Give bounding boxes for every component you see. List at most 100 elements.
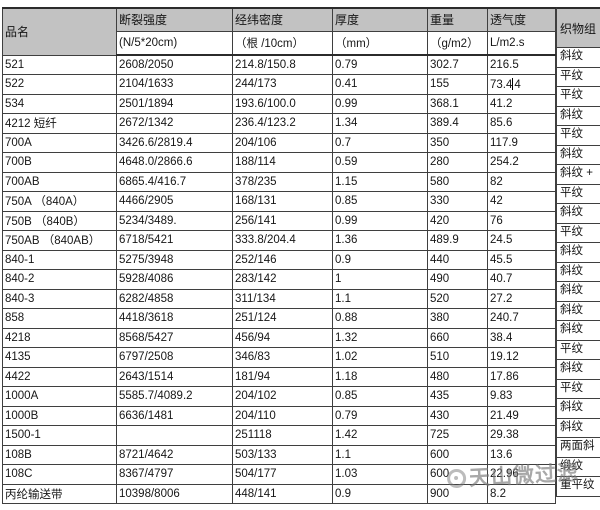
cell-name: 750A （840A）	[2, 191, 117, 212]
cell-permeability: 254.2	[487, 152, 556, 173]
cell-permeability: 19.12	[487, 347, 556, 368]
cell-weight: 380	[427, 308, 488, 329]
header-breaking-strength: 断裂强度	[116, 7, 233, 32]
cell-thickness: 1.03	[332, 464, 428, 485]
cell-density: 283/142	[232, 269, 333, 290]
table-header: 品名 断裂强度 经纬密度 厚度 重量 透气度 (N/5*20cm) （根 /10…	[2, 7, 556, 56]
cell-permeability: 38.4	[487, 327, 556, 348]
cell-strength: 5275/3948	[116, 249, 233, 270]
weave-column-strip: 织物组 斜纹 平纹 平纹 斜纹 平纹 斜纹 斜纹 + 平纹 斜纹 平纹 斜纹 斜纹 斜纹 斜纹 斜纹 平纹 斜纹…	[556, 7, 600, 497]
cell-permeability: 24.5	[487, 230, 556, 251]
table-row: 4135 6797/2508 346/83 1.02 510 19.12	[2, 347, 556, 368]
cell-name: 750B （840B）	[2, 210, 117, 231]
cell-name: 700A	[2, 132, 117, 153]
cell-density: 346/83	[232, 347, 333, 368]
cell-weave: 斜纹	[556, 282, 600, 302]
cell-density: 236.4/123.2	[232, 113, 333, 134]
cell-thickness: 0.99	[332, 93, 428, 114]
cell-density: 504/177	[232, 464, 333, 485]
cell-weave: 平纹	[556, 184, 600, 204]
cell-permeability: 40.7	[487, 269, 556, 290]
cell-weight: 490	[427, 269, 488, 290]
table-row: 534 2501/1894 193.6/100.0 0.99 368.1 41.2	[2, 93, 556, 114]
cell-density: 456/94	[232, 327, 333, 348]
cell-name: 858	[2, 308, 117, 329]
cell-strength: 6797/2508	[116, 347, 233, 368]
cell-strength: 8367/4797	[116, 464, 233, 485]
header-breaking-strength-unit: (N/5*20cm)	[116, 30, 233, 56]
cell-weave: 重平纹	[556, 477, 600, 497]
table-row: 1000B 6636/1481 204/110 0.79 430 21.49	[2, 405, 556, 426]
cell-name: 4135	[2, 347, 117, 368]
cell-strength: 5928/4086	[116, 269, 233, 290]
cell-weave: 斜纹 +	[556, 165, 600, 185]
cell-strength: 3426.6/2819.4	[116, 132, 233, 153]
cell-name: 4212 短纤	[2, 113, 117, 134]
cell-density: 204/110	[232, 405, 333, 426]
cell-weave: 斜纹	[556, 145, 600, 165]
cell-name: 840-1	[2, 249, 117, 270]
cell-weight: 725	[427, 425, 488, 446]
cell-thickness: 0.9	[332, 249, 428, 270]
cell-permeability: 27.2	[487, 288, 556, 309]
cell-density: 251118	[232, 425, 333, 446]
cell-name: 4218	[2, 327, 117, 348]
text-cursor	[512, 77, 514, 90]
header-warp-weft-density-unit: （根 /10cm）	[232, 30, 333, 56]
cell-permeability: 22.96	[487, 464, 556, 485]
fabric-spec-table: 品名 断裂强度 经纬密度 厚度 重量 透气度 (N/5*20cm) （根 /10…	[2, 7, 556, 504]
cell-permeability: 21.49	[487, 405, 556, 426]
cell-thickness: 1	[332, 269, 428, 290]
cell-strength: 6718/5421	[116, 230, 233, 251]
cell-weight: 489.9	[427, 230, 488, 251]
cell-permeability: 45.5	[487, 249, 556, 270]
cell-weave: 平纹	[556, 87, 600, 107]
cell-thickness: 1.15	[332, 171, 428, 192]
cell-weight: 435	[427, 386, 488, 407]
cell-name: 522	[2, 74, 117, 95]
table-row: 108B 8721/4642 503/133 1.1 600 13.6	[2, 444, 556, 465]
cell-weight: 600	[427, 464, 488, 485]
header-thickness-unit: （mm）	[332, 30, 428, 56]
cell-weight: 520	[427, 288, 488, 309]
table-row: 1000A 5585.7/4089.2 204/102 0.85 435 9.83	[2, 386, 556, 407]
cell-permeability: 42	[487, 191, 556, 212]
cell-thickness: 1.1	[332, 444, 428, 465]
cell-strength: 2643/1514	[116, 366, 233, 387]
cell-weave: 缎纹	[556, 457, 600, 477]
cell-permeability: 41.2	[487, 93, 556, 114]
cell-weight: 368.1	[427, 93, 488, 114]
header-weave-type: 织物组	[556, 7, 600, 48]
table-row: 700B 4648.0/2866.6 188/114 0.59 280 254.2	[2, 152, 556, 173]
cell-weight: 510	[427, 347, 488, 368]
cell-strength: 4648.0/2866.6	[116, 152, 233, 173]
header-weight-unit: （g/m2）	[427, 30, 488, 56]
cell-permeability: 216.5	[487, 54, 556, 75]
table-row: 4422 2643/1514 181/94 1.18 480 17.86	[2, 366, 556, 387]
cell-permeability: 240.7	[487, 308, 556, 329]
cell-name: 108C	[2, 464, 117, 485]
cell-thickness: 1.02	[332, 347, 428, 368]
cell-density: 448/141	[232, 483, 333, 504]
cell-density: 333.8/204.4	[232, 230, 333, 251]
table-row: 丙纶输送带 10398/8006 448/141 0.9 900 8.2	[2, 483, 556, 504]
cell-density: 181/94	[232, 366, 333, 387]
cell-permeability: 8.2	[487, 483, 556, 504]
table-row: 4212 短纤 2672/1342 236.4/123.2 1.34 389.4 85.6	[2, 113, 556, 134]
cell-thickness: 1.1	[332, 288, 428, 309]
cell-weight: 430	[427, 405, 488, 426]
cell-thickness: 0.9	[332, 483, 428, 504]
cell-weight: 302.7	[427, 54, 488, 75]
cell-weave: 斜纹	[556, 418, 600, 438]
cell-thickness: 0.79	[332, 54, 428, 75]
table-row: 700A 3426.6/2819.4 204/106 0.7 350 117.9	[2, 132, 556, 153]
cell-strength: 8568/5427	[116, 327, 233, 348]
cell-name: 1500-1	[2, 425, 117, 446]
cell-permeability: 117.9	[487, 132, 556, 153]
cell-name: 534	[2, 93, 117, 114]
table-body: 521 2608/2050 214.8/150.8 0.79 302.7 216.5 522…	[2, 54, 556, 504]
cell-permeability[interactable]: 73.4 4	[487, 74, 556, 95]
cell-density: 193.6/100.0	[232, 93, 333, 114]
cell-permeability: 13.6	[487, 444, 556, 465]
